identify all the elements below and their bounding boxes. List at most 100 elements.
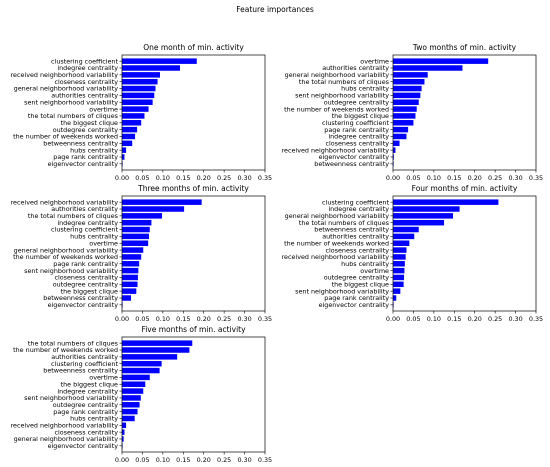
category-label: general neighborhood variability xyxy=(285,212,390,220)
bar xyxy=(393,72,428,78)
bar xyxy=(122,154,125,160)
category-label: eigenvector centrality xyxy=(48,160,119,168)
x-tick-label: 0.05 xyxy=(135,174,149,182)
x-tick-label: 0.10 xyxy=(156,174,170,182)
panels: One month of min. activity clustering coe… xyxy=(11,43,544,464)
bar xyxy=(122,402,140,408)
x-tick-label: 0.25 xyxy=(488,315,502,323)
x-tick-label: 0.00 xyxy=(115,315,129,323)
bar xyxy=(122,99,153,105)
bar xyxy=(122,388,144,394)
category-label: authorities centrality xyxy=(51,205,118,213)
chart-panel-3: Three months of min. activity received ne… xyxy=(11,184,273,323)
bar xyxy=(122,113,145,119)
x-tick-label: 0.10 xyxy=(156,456,170,464)
category-label: closeness centrality xyxy=(54,78,118,86)
category-label: hubs centrality xyxy=(70,146,118,154)
category-label: page rank centrality xyxy=(53,260,118,268)
bar xyxy=(393,78,425,85)
x-tick-label: 0.10 xyxy=(156,315,170,323)
x-tick-label: 0.15 xyxy=(447,315,461,323)
x-tick-label: 0.05 xyxy=(135,456,149,464)
bar xyxy=(393,240,410,246)
bar xyxy=(122,213,163,219)
x-tick-label: 0.35 xyxy=(258,174,272,182)
bar xyxy=(122,120,142,126)
bar xyxy=(393,226,419,233)
axes-frame xyxy=(392,54,537,171)
bar xyxy=(393,106,417,112)
category-label: overtime xyxy=(360,57,389,65)
bar xyxy=(122,65,181,71)
bar xyxy=(393,254,406,260)
x-tick-label: 0.10 xyxy=(427,315,441,323)
axes-frame xyxy=(121,336,266,453)
category-label: indegree centrality xyxy=(328,205,389,213)
bar xyxy=(393,288,401,294)
bar xyxy=(122,436,124,442)
category-label: overtime xyxy=(89,105,118,113)
bar xyxy=(393,147,396,153)
bar xyxy=(122,415,135,422)
bar xyxy=(122,274,138,281)
x-tick-label: 0.15 xyxy=(176,456,190,464)
bar xyxy=(393,267,405,274)
category-label: the biggest clique xyxy=(332,112,389,120)
bar xyxy=(122,429,125,435)
category-label: received neighborhood variability xyxy=(11,422,119,430)
bar xyxy=(122,233,149,240)
category-label: the total numbers of cliques xyxy=(28,112,119,120)
bar xyxy=(393,92,421,99)
axes-frame xyxy=(121,195,266,312)
bar xyxy=(393,213,454,219)
category-label: outdegree centrality xyxy=(53,126,118,134)
category-label: outdegree centrality xyxy=(324,98,389,106)
category-label: the biggest clique xyxy=(61,119,118,127)
x-tick-label: 0.00 xyxy=(386,315,400,323)
x-tick-label: 0.25 xyxy=(488,174,502,182)
category-label: eigenvector centrality xyxy=(319,153,390,161)
category-label: sent neighborhood variability xyxy=(295,92,389,100)
x-tick-label: 0.30 xyxy=(508,174,522,182)
bar xyxy=(122,261,140,267)
category-label: betweenness centrality xyxy=(314,226,389,234)
x-tick-label: 0.25 xyxy=(217,315,231,323)
bar xyxy=(393,126,409,133)
category-label: outdegree centrality xyxy=(53,281,118,289)
category-label: closeness centrality xyxy=(54,274,118,282)
category-label: received neighborhood variability xyxy=(282,146,390,154)
x-tick-label: 0.30 xyxy=(508,315,522,323)
bar xyxy=(393,85,422,92)
chart-panel-4: Four months of min. activity clustering c… xyxy=(282,184,544,323)
bar xyxy=(122,78,158,85)
bar xyxy=(122,281,138,288)
bar xyxy=(122,354,178,360)
bar xyxy=(393,274,405,281)
x-tick-label: 0.35 xyxy=(258,456,272,464)
category-label: authorities centrality xyxy=(322,64,389,72)
category-label: overtime xyxy=(89,239,118,247)
panel-title: Four months of min. activity xyxy=(412,184,518,193)
chart-panel-5: Five months of min. activity the total nu… xyxy=(11,325,273,464)
category-label: sent neighborhood variability xyxy=(295,287,389,295)
bar xyxy=(122,360,162,367)
panel-title: Five months of min. activity xyxy=(141,325,246,334)
bar xyxy=(122,147,127,153)
x-tick-label: 0.20 xyxy=(468,174,482,182)
category-label: sent neighborhood variability xyxy=(24,267,118,275)
category-label: authorities centrality xyxy=(51,353,118,361)
category-label: the biggest clique xyxy=(61,287,118,295)
panel-title: Three months of min. activity xyxy=(137,184,249,193)
category-label: eigenvector centrality xyxy=(319,301,390,309)
category-label: the number of weekends worked xyxy=(13,253,118,261)
category-label: overtime xyxy=(360,267,389,275)
category-label: betweenness centrality xyxy=(43,367,118,375)
x-tick-label: 0.30 xyxy=(237,174,251,182)
bar xyxy=(122,140,133,147)
bar xyxy=(393,113,416,119)
x-tick-label: 0.05 xyxy=(135,315,149,323)
bar xyxy=(122,374,150,381)
x-tick-label: 0.15 xyxy=(176,315,190,323)
bar xyxy=(393,99,419,105)
